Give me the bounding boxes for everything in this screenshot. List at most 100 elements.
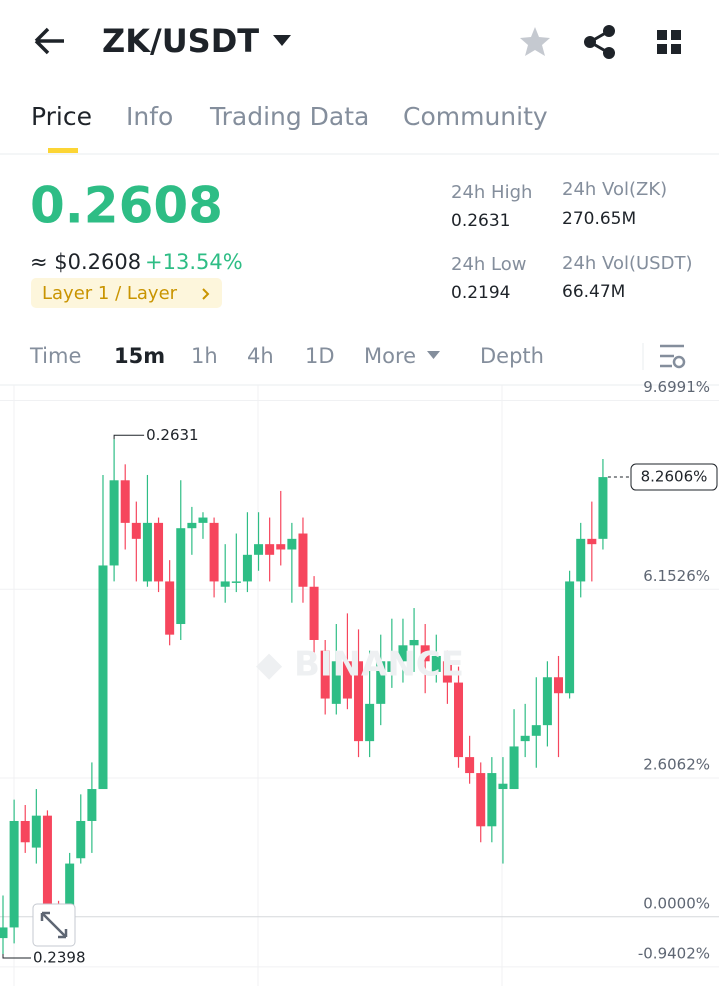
candle-body [265, 544, 275, 555]
candle-body [498, 783, 508, 790]
interval[interactable]: Time [29, 344, 81, 368]
candle-body [31, 815, 41, 848]
low-pointer [2, 954, 31, 959]
high-label: 0.2631 [146, 426, 199, 444]
candle-body [420, 645, 430, 662]
low-label: 0.2398 [33, 949, 86, 967]
candle-body [576, 538, 586, 582]
grid-menu[interactable] [657, 30, 681, 54]
interval[interactable]: 1D [305, 344, 335, 368]
candle-body [354, 661, 364, 742]
candle-body [431, 655, 441, 672]
last-price-label: 8.2606% [641, 468, 708, 486]
candle-body [20, 820, 30, 843]
stat-value: 66.47M [562, 282, 625, 302]
stat-label: 24h Vol(ZK) [562, 179, 667, 200]
y-tick-label: -0.9402% [638, 944, 710, 962]
interval[interactable]: 1h [191, 344, 218, 368]
interval[interactable]: More [364, 344, 416, 368]
usd-price: ≈ $0.2608 [30, 250, 141, 274]
stat-value: 270.65M [562, 209, 636, 229]
candle-body [0, 927, 8, 939]
high-pointer [113, 434, 145, 440]
stat-value: 0.2631 [451, 211, 510, 231]
candle-body [287, 538, 297, 550]
candle-body [542, 677, 552, 726]
share-button[interactable] [584, 25, 615, 59]
candle-body [387, 661, 397, 672]
candle-body [9, 820, 19, 928]
pair-dropdown[interactable] [273, 35, 291, 46]
candle-body [487, 773, 497, 827]
candle-body [176, 528, 186, 625]
candle-body [331, 661, 341, 704]
candle-body [531, 725, 541, 736]
candle-body [120, 480, 130, 523]
candle-body [242, 554, 252, 582]
expand-button[interactable] [32, 903, 76, 947]
tag-text[interactable]: Layer 1 / Layer [42, 283, 178, 304]
candle-body [76, 820, 86, 859]
candle-body [565, 581, 575, 694]
candle-body [509, 746, 519, 790]
candle-body [98, 565, 108, 790]
tab-indicator [48, 148, 78, 153]
candle-body [298, 533, 308, 587]
tab[interactable]: Trading Data [209, 102, 369, 131]
candle-body [465, 757, 475, 774]
last-price: 0.2608 [30, 177, 223, 235]
candle-body [254, 544, 264, 555]
candle-body [109, 480, 119, 566]
candle-body [231, 581, 241, 583]
stat-label: 24h High [451, 182, 532, 203]
candle-body [365, 703, 375, 742]
candle-body [454, 682, 464, 758]
stat-label: 24h Vol(USDT) [562, 253, 692, 274]
tag-arrow [202, 288, 210, 300]
candle-body [65, 863, 75, 923]
candle-body [142, 522, 152, 582]
candle-body [554, 677, 563, 694]
candle-body [309, 586, 319, 640]
y-tick-label: 9.6991% [643, 378, 710, 396]
candle-body [131, 522, 141, 539]
candle-body [442, 661, 452, 683]
interval[interactable]: 15m [114, 344, 165, 368]
y-tick-label: 0.0000% [643, 894, 710, 912]
candle-body [320, 650, 330, 699]
candle-body [87, 789, 97, 821]
price-change: +13.54% [145, 250, 243, 274]
candle-body [209, 522, 219, 582]
tag-pill[interactable] [31, 278, 222, 308]
pair-title[interactable]: ZK/USDT [102, 22, 259, 60]
last-price-box [630, 463, 718, 491]
candle-body [187, 522, 197, 529]
candle-body [276, 544, 286, 550]
interval[interactable]: 4h [247, 344, 274, 368]
favorite-star[interactable] [520, 27, 550, 56]
more-dropdown[interactable] [427, 351, 440, 359]
tab[interactable]: Community [403, 102, 548, 131]
tab[interactable]: Price [31, 102, 92, 131]
candle-body [154, 522, 164, 582]
candle-body [342, 661, 352, 699]
candle-body [42, 815, 52, 912]
tab[interactable]: Info [126, 102, 173, 131]
chart-settings[interactable] [660, 344, 686, 369]
candle-body [198, 517, 208, 523]
candle-body [409, 639, 419, 646]
y-tick-label: 2.6062% [643, 756, 710, 774]
back-button[interactable] [34, 27, 64, 55]
candle-body [376, 661, 386, 704]
candle-body [398, 645, 408, 662]
stat-label: 24h Low [451, 254, 526, 275]
candle-body [476, 773, 486, 827]
stat-value: 0.2194 [451, 283, 510, 303]
interval[interactable]: Depth [480, 344, 544, 368]
candle-body [520, 735, 530, 742]
y-tick-label: 6.1526% [643, 567, 710, 585]
candle-body [587, 538, 597, 545]
candle-body [165, 581, 175, 635]
